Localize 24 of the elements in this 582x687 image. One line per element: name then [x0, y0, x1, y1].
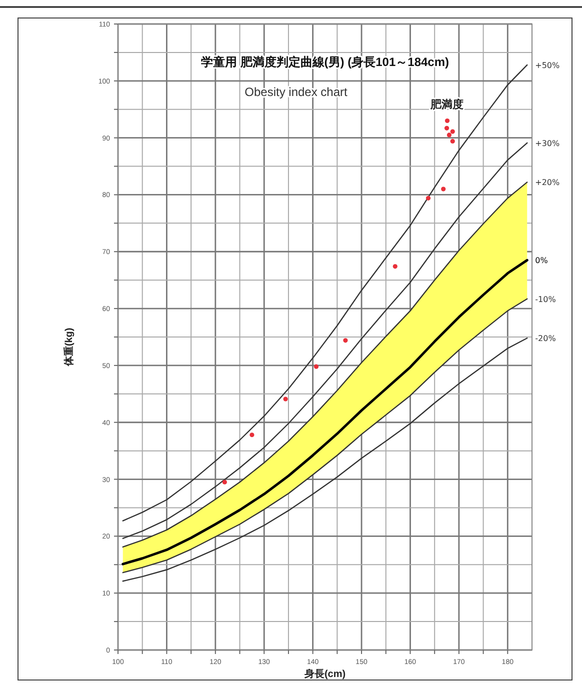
series-label: -10% [535, 294, 556, 304]
point [392, 264, 398, 269]
series-label: +30% [535, 138, 560, 148]
point [446, 132, 452, 138]
point [444, 118, 450, 124]
line-series [122, 338, 528, 582]
series-label: +20% [535, 178, 560, 188]
point [450, 129, 455, 134]
x-axis-title: 身長(cm) [303, 668, 346, 680]
point [343, 338, 348, 343]
point [222, 480, 227, 484]
point [283, 396, 288, 402]
point [314, 364, 319, 369]
y-axis-title: 体重(kg) [63, 328, 75, 368]
line-series [122, 298, 528, 574]
series-label: 0% [535, 256, 548, 266]
point [444, 126, 450, 130]
series-label: +50% [535, 60, 560, 70]
series-label: -20% [535, 334, 556, 344]
point [426, 196, 431, 200]
point [450, 138, 455, 144]
point [250, 432, 254, 438]
point [441, 186, 446, 192]
line-series [122, 258, 528, 566]
